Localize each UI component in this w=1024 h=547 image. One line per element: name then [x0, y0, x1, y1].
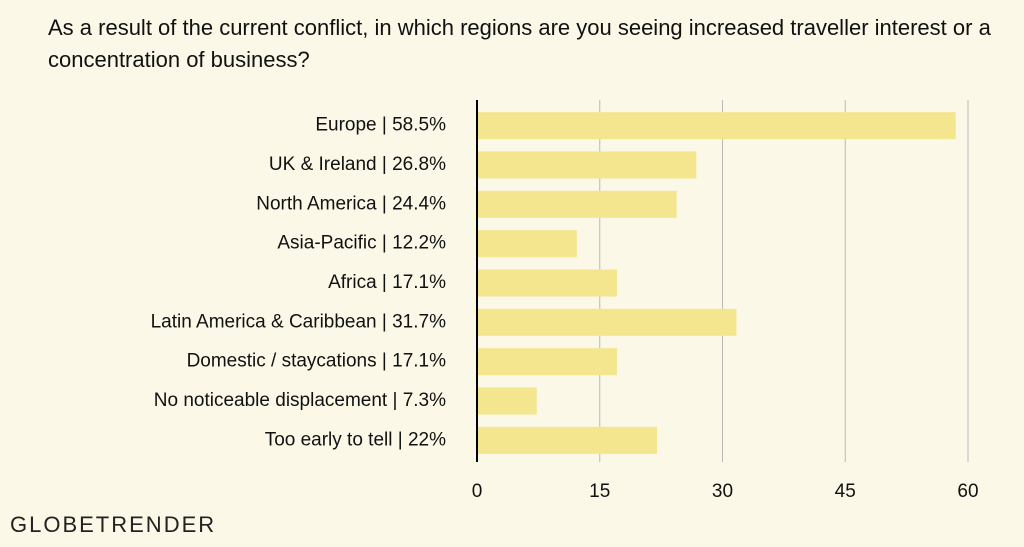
bar [477, 348, 617, 376]
y-tick-label: No noticeable displacement | 7.3% [154, 390, 446, 411]
x-tick-label: 60 [957, 481, 978, 502]
y-tick-label: Europe | 58.5% [315, 115, 446, 136]
y-tick-label: North America | 24.4% [256, 193, 446, 214]
y-tick-label: UK & Ireland | 26.8% [269, 154, 446, 175]
bar [477, 112, 956, 140]
brand-logo: GLOBETRENDER [10, 512, 217, 537]
bar [477, 190, 677, 218]
x-tick-label: 30 [712, 481, 733, 502]
bar [477, 151, 697, 179]
y-tick-label: Too early to tell | 22% [265, 429, 446, 450]
y-tick-label: Domestic / staycations | 17.1% [187, 351, 447, 372]
x-tick-label: 45 [835, 481, 856, 502]
bar [477, 387, 537, 415]
x-tick-label: 0 [472, 481, 483, 502]
bar [477, 269, 617, 297]
bar [477, 230, 577, 258]
bar [477, 426, 658, 454]
y-tick-label: Latin America & Caribbean | 31.7% [151, 311, 446, 332]
x-tick-label: 15 [589, 481, 610, 502]
y-tick-label: Asia-Pacific | 12.2% [277, 233, 446, 254]
bar [477, 308, 737, 336]
chart-title: As a result of the current conflict, in … [48, 15, 991, 72]
y-tick-label: Africa | 17.1% [328, 272, 446, 293]
